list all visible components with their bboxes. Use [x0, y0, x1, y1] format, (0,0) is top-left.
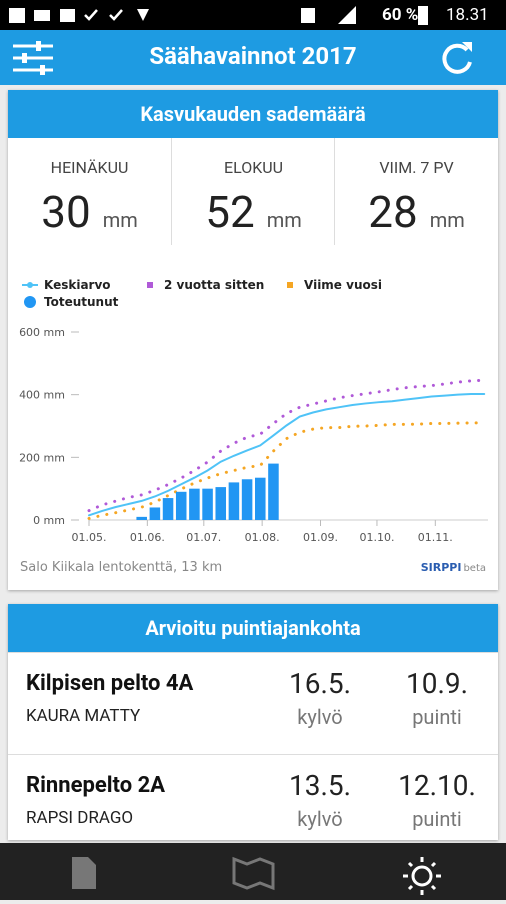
legend-label: Keskiarvo	[44, 278, 111, 292]
logo-suffix: beta	[463, 563, 486, 574]
battery-level: 60 %	[382, 5, 419, 25]
bar	[162, 498, 174, 520]
map-tab[interactable]	[232, 856, 275, 891]
source-label: Salo Kiikala lentokenttä, 13 km	[20, 560, 222, 575]
bar	[268, 463, 279, 520]
y-tick-label: 200 mm	[19, 451, 65, 464]
harvest-date: 10.9.	[406, 667, 468, 700]
stat-number: 52	[205, 186, 255, 238]
legend-swatch	[147, 282, 153, 288]
sow-date: 13.5.	[289, 769, 351, 802]
line-series	[87, 378, 486, 513]
nav-icons	[72, 856, 441, 895]
status-bar: 60 % 18.31	[0, 0, 506, 30]
bar	[189, 488, 200, 520]
stat-value: 30 mm	[8, 186, 171, 238]
app-bar-icons	[13, 41, 472, 75]
x-tick-label: 01.07.	[186, 531, 221, 544]
bar	[241, 479, 253, 520]
legend-swatch	[27, 282, 33, 288]
harvest-label: puinti	[412, 807, 462, 831]
bar	[254, 477, 266, 520]
harvest-card: Arvioitu puintiajankohta Kilpisen pelto …	[8, 604, 498, 840]
y-tick-label: 0 mm	[33, 514, 65, 527]
card-title: Arvioitu puintiajankohta	[8, 604, 498, 652]
stat-unit: mm	[102, 208, 138, 232]
field-name: Kilpisen pelto 4A	[26, 671, 194, 696]
stats-row: HEINÄKUU 30 mm ELOKUU 52 mm VIIM. 7 PV 28 mm	[8, 138, 498, 245]
rain-card: Kasvukauden sademäärä HEINÄKUU 30 mm ELOKUU…	[8, 90, 498, 590]
crop-name: KAURA MATTY	[26, 706, 141, 726]
legend-swatch	[287, 282, 293, 288]
y-tick-label: 400 mm	[19, 389, 65, 402]
bar	[202, 488, 213, 520]
chart: 0 mm 200 mm 400 mm 600 mm 01.05. 01.06. 01.07.…	[19, 278, 488, 575]
card-title: Kasvukauden sademäärä	[8, 90, 498, 138]
y-tick-label: 600 mm	[19, 326, 65, 339]
field-name: Rinnepelto 2A	[26, 773, 165, 798]
stat-label: HEINÄKUU	[50, 158, 129, 177]
harvest-date: 12.10.	[398, 769, 476, 802]
stat: VIIM. 7 PV 28 mm	[334, 138, 498, 245]
crop-name: RAPSI DRAGO	[26, 808, 134, 828]
bottom-nav	[0, 843, 506, 900]
x-tick-label: 01.10.	[359, 531, 394, 544]
stat-label: VIIM. 7 PV	[379, 158, 454, 177]
line-series	[87, 421, 486, 520]
stat-value: 28 mm	[335, 186, 498, 238]
x-tick-label: 01.11.	[418, 531, 453, 544]
stat-number: 30	[41, 186, 91, 238]
harvest-row: Rinnepelto 2A RAPSI DRAGO 13.5. kylvö 12.10.…	[8, 754, 498, 857]
report-tab[interactable]	[72, 857, 96, 889]
clock: 18.31	[446, 5, 489, 25]
logo: SIRPPI beta	[421, 561, 486, 574]
weather-tab[interactable]	[403, 857, 441, 895]
stat-value: 52 mm	[172, 186, 335, 238]
harvest-label: puinti	[412, 705, 462, 729]
harvest-row: Kilpisen pelto 4A KAURA MATTY 16.5. kylvö 10…	[8, 652, 498, 755]
bar	[136, 516, 147, 520]
bar	[149, 507, 161, 520]
legend-label: 2 vuotta sitten	[164, 278, 264, 292]
stat-number: 28	[368, 186, 418, 238]
legend-swatch	[24, 296, 36, 308]
sow-label: kylvö	[297, 705, 343, 729]
sow-date: 16.5.	[289, 667, 351, 700]
legend-label: Viime vuosi	[304, 278, 382, 292]
app-title: Säähavainnot 2017	[149, 42, 357, 70]
status-icons	[9, 6, 428, 25]
bar	[175, 491, 187, 520]
app-bar: Säähavainnot 2017	[0, 30, 506, 85]
x-tick-label: 01.09.	[303, 531, 338, 544]
line-series	[88, 393, 486, 517]
bar	[215, 487, 227, 520]
sow-label: kylvö	[297, 807, 343, 831]
bar	[228, 482, 240, 520]
stat: ELOKUU 52 mm	[171, 138, 335, 245]
x-tick-label: 01.06.	[130, 531, 165, 544]
stat-label: ELOKUU	[224, 158, 283, 177]
stat-unit: mm	[429, 208, 465, 232]
legend-label: Toteutunut	[44, 295, 119, 309]
x-tick-label: 01.08.	[245, 531, 280, 544]
logo-name: SIRPPI	[421, 561, 462, 574]
x-tick-label: 01.05.	[72, 531, 107, 544]
stat: HEINÄKUU 30 mm	[8, 138, 171, 245]
stat-unit: mm	[266, 208, 302, 232]
